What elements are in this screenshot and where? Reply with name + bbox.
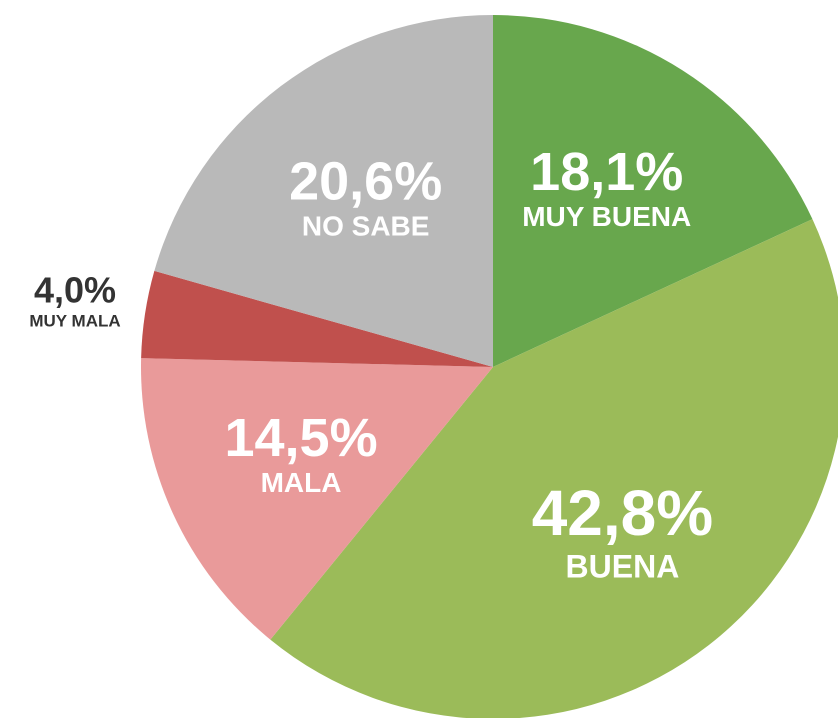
pie-slice xyxy=(141,270,494,367)
value-label: 14,5% xyxy=(224,408,377,468)
category-label: MALA xyxy=(261,467,342,498)
pie-slice xyxy=(140,358,493,640)
value-label: 20,6% xyxy=(289,151,442,211)
category-label: MUY BUENA xyxy=(522,201,691,232)
value-label: 42,8% xyxy=(532,477,713,549)
pie-slice xyxy=(493,15,813,367)
pie-slice xyxy=(270,219,838,718)
pie-slice xyxy=(154,15,493,367)
category-label: NO SABE xyxy=(302,211,430,242)
category-label: MUY MALA xyxy=(29,311,120,330)
value-label: 4,0% xyxy=(34,270,116,311)
category-label: BUENA xyxy=(566,549,680,585)
value-label: 18,1% xyxy=(530,142,683,202)
